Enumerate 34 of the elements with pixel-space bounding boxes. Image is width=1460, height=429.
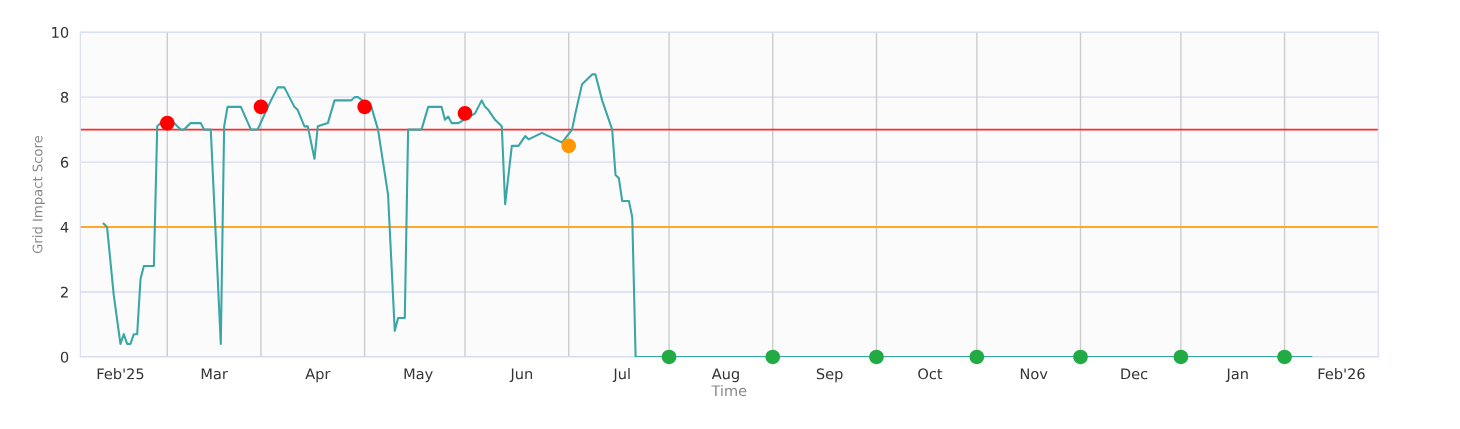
x-tick-label: Nov [1020,368,1048,380]
y-tick-label: 10 [52,26,69,38]
x-tick-label: Jun [509,368,533,383]
x-tick-label: Oct [918,368,943,380]
point [765,349,781,365]
x-tick-label: Aug [711,368,739,383]
y-tick-label: 0 [60,351,69,363]
point [457,106,473,121]
point [1277,349,1292,365]
point [969,349,985,365]
x-tick-label: Feb'25 [97,368,144,380]
x-tick-label: Jan [1225,368,1248,383]
x-tick-label: Jul [612,368,630,383]
point [1073,349,1088,365]
line-series [102,73,1313,357]
point [253,99,269,115]
x-tick-label: Feb'26 [1318,368,1365,380]
y-axis-title: Grid Impact Score [32,135,46,254]
y-tick-label: 4 [60,221,69,233]
point [561,138,576,154]
x-tick-label: Apr [305,368,331,383]
y-tick-label: 2 [60,286,68,298]
y-tick-label: 6 [60,156,69,168]
x-tick-label: Sep [816,368,843,383]
y-tick-label: 8 [60,91,69,103]
point [1173,349,1189,365]
x-tick-label: May [404,368,433,383]
point [159,115,175,131]
point [661,349,677,365]
point [357,99,372,115]
x-tick-label: Mar [201,368,228,380]
x-axis-title: Time [711,384,747,397]
point [869,349,884,365]
x-tick-label: Dec [1121,368,1148,380]
